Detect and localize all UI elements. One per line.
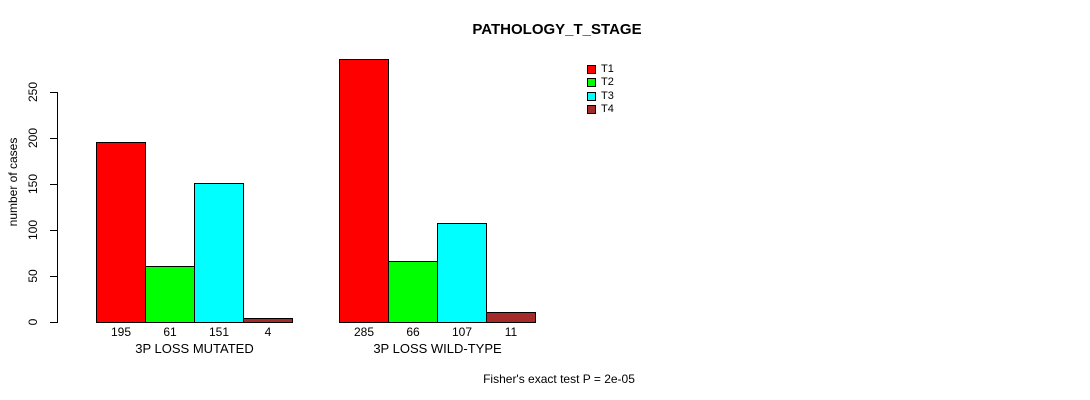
- stat-annotation: Fisher's exact test P = 2e-05: [483, 372, 635, 386]
- bar-value-label: 151: [208, 325, 230, 339]
- legend-swatch-t3: [587, 91, 596, 101]
- legend-label: T2: [601, 76, 614, 89]
- y-tick-label: 100: [26, 219, 40, 240]
- legend-item-t4: T4: [587, 103, 614, 116]
- bar-t3-group1: [194, 183, 244, 323]
- legend-item-t1: T1: [587, 63, 614, 76]
- y-axis-label: number of cases: [6, 137, 20, 227]
- legend-swatch-t4: [587, 105, 596, 115]
- bar-value-label: 285: [353, 325, 375, 339]
- y-axis-tick: [50, 92, 57, 93]
- legend-label: T4: [601, 103, 614, 116]
- bar-t1-group2: [339, 59, 389, 323]
- chart-title: PATHOLOGY_T_STAGE: [472, 21, 642, 38]
- y-axis-line: [57, 91, 58, 323]
- bar-t1-group1: [96, 142, 146, 323]
- y-tick-label: 150: [26, 173, 40, 194]
- category-label: 3P LOSS WILD-TYPE: [373, 341, 502, 356]
- legend-label: T3: [601, 89, 614, 102]
- category-label: 3P LOSS MUTATED: [135, 341, 254, 356]
- legend: T1 T2 T3 T4: [587, 63, 614, 116]
- y-tick-label: 250: [26, 81, 40, 102]
- bar-t4-group1: [243, 318, 293, 323]
- y-tick-label: 200: [26, 127, 40, 148]
- bar-value-label: 4: [264, 325, 272, 339]
- bar-value-label: 11: [504, 325, 518, 339]
- bar-t2-group1: [145, 266, 195, 323]
- bar-value-label: 107: [451, 325, 473, 339]
- legend-swatch-t1: [587, 65, 596, 75]
- legend-item-t3: T3: [587, 90, 614, 103]
- y-axis-tick: [50, 322, 57, 323]
- legend-label: T1: [601, 63, 614, 76]
- legend-item-t2: T2: [587, 76, 614, 89]
- legend-swatch-t2: [587, 78, 596, 88]
- bar-value-label: 61: [163, 325, 177, 339]
- bar-value-label: 195: [110, 325, 132, 339]
- y-tick-label: 0: [26, 318, 40, 326]
- y-axis-tick: [50, 138, 57, 139]
- bar-t4-group2: [486, 312, 536, 323]
- bar-value-label: 66: [406, 325, 420, 339]
- y-axis-tick: [50, 230, 57, 231]
- y-axis-tick: [50, 184, 57, 185]
- y-axis-tick: [50, 276, 57, 277]
- bar-t2-group2: [388, 261, 438, 323]
- y-tick-label: 50: [26, 269, 40, 283]
- bar-t3-group2: [437, 223, 487, 323]
